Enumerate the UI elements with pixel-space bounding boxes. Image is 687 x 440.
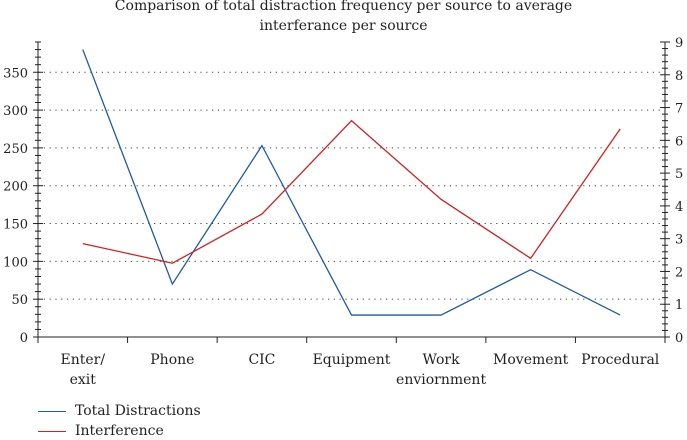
y-left-tick-label: 250 xyxy=(3,142,28,157)
y-right-tick-label: 0 xyxy=(675,331,683,346)
x-tick-label: Phone xyxy=(150,352,194,368)
y-left-tick-label: 200 xyxy=(3,180,28,195)
x-tick-label: Equipment xyxy=(313,352,391,368)
y-left-tick-label: 300 xyxy=(3,104,28,119)
x-tick-label: Enter/exit xyxy=(61,352,106,388)
x-tick-label: CIC xyxy=(248,352,275,368)
y-right-tick-label: 6 xyxy=(675,134,683,149)
x-tick-label: Work enviornment xyxy=(396,352,486,388)
y-left-tick-label: 350 xyxy=(3,66,28,81)
y-left-tick-label: 100 xyxy=(3,255,28,270)
legend-swatch-total-distractions xyxy=(38,410,66,412)
chart-title-line2: interferance per source xyxy=(259,18,428,34)
chart-title-line1: Comparison of total distraction frequenc… xyxy=(114,0,573,14)
series-line-interference xyxy=(82,119,621,264)
y-right-tick-label: 8 xyxy=(675,69,683,84)
legend-label-interference: Interference xyxy=(75,423,164,439)
x-tick-label: Procedural xyxy=(581,352,660,368)
legend-swatch-interference xyxy=(38,430,66,432)
y-left-tick-label: 0 xyxy=(20,331,28,346)
legend-item-total-distractions: Total Distractions xyxy=(38,402,201,420)
y-right-tick-label: 3 xyxy=(675,233,683,248)
series-line-total-distractions xyxy=(82,49,621,316)
y-right-tick-label: 1 xyxy=(675,298,683,313)
x-tick-label: Movement xyxy=(493,352,569,368)
y-left-tick-label: 50 xyxy=(11,293,28,308)
legend-label-total-distractions: Total Distractions xyxy=(75,403,201,419)
y-left-tick-label: 150 xyxy=(3,218,28,233)
y-right-tick-label: 9 xyxy=(675,36,683,51)
legend-item-interference: Interference xyxy=(38,422,164,440)
y-right-tick-label: 2 xyxy=(675,265,683,280)
y-right-tick-label: 5 xyxy=(675,167,683,182)
y-right-tick-label: 7 xyxy=(675,102,683,117)
y-right-tick-label: 4 xyxy=(675,200,683,215)
